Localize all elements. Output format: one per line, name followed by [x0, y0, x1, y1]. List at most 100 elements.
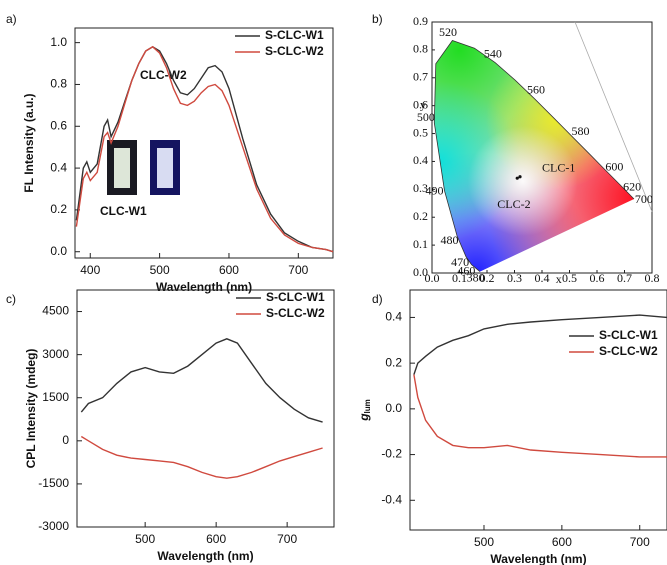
x-tick-label: 500 [135, 532, 155, 546]
panel-label: d) [372, 292, 383, 306]
wavelength-label: 470 [451, 255, 469, 269]
y-tick-label: 0.0 [50, 244, 67, 258]
point [518, 175, 522, 179]
wavelength-label: 490 [426, 183, 444, 197]
wavelength-label: 540 [484, 47, 502, 61]
y-axis-label-sub: lum [363, 399, 372, 413]
y-axis-label: CPL Intensity (mdeg) [24, 349, 38, 469]
y-tick-label: 3000 [42, 347, 69, 361]
y-tick-label: 0.8 [413, 42, 428, 56]
panel-label: a) [6, 12, 17, 26]
y-tick-label: -0.4 [381, 492, 402, 506]
y-tick-label: 0.5 [413, 125, 428, 139]
y-tick-label: 0.8 [50, 77, 67, 91]
x-tick-label: 0.0 [425, 271, 440, 285]
wavelength-label: 500 [417, 110, 435, 124]
y-tick-label: 0 [62, 433, 69, 447]
y-tick-label: -3000 [38, 519, 69, 533]
y-axis-label-main: CPL Intensity (mdeg) [24, 349, 38, 469]
wavelength-label: 480 [440, 233, 458, 247]
y-tick-label: 0.4 [413, 153, 428, 167]
x-tick-label: 600 [206, 532, 226, 546]
x-tick-label: 500 [474, 535, 494, 549]
gamut-color [467, 125, 578, 236]
x-tick-label: 700 [630, 535, 650, 549]
spectral-locus [433, 40, 635, 272]
panel-label: b) [372, 12, 383, 26]
point-label: CLC-2 [497, 197, 530, 211]
wavelength-label: 600 [605, 160, 623, 174]
y-axis-label: y [420, 97, 426, 111]
y-tick-label: 0.6 [413, 97, 428, 111]
y-tick-label: 0.2 [50, 202, 67, 216]
wavelength-label: 580 [571, 124, 589, 138]
y-axis-label: glum [357, 399, 372, 422]
y-tick-label: 0.9 [413, 14, 428, 28]
y-tick-label: 1.0 [50, 35, 67, 49]
y-axis-label: FL Intensity (a.u.) [22, 93, 36, 192]
series-line [413, 374, 667, 458]
x-tick-label: 500 [150, 263, 170, 277]
wavelength-label: 460 [457, 263, 475, 277]
x-tick-label: 600 [219, 263, 239, 277]
legend-label: S-CLC-W1 [265, 28, 324, 42]
x-tick-label: 600 [552, 535, 572, 549]
wavelength-label: 700 [635, 192, 653, 206]
series-line [80, 338, 323, 423]
y-tick-label: 0.1 [413, 237, 428, 251]
photo-sample [157, 148, 173, 188]
guide-line [574, 21, 653, 212]
legend-label: S-CLC-W2 [599, 344, 658, 358]
y-tick-label: 0.0 [413, 265, 428, 279]
y-tick-label: 0.3 [413, 181, 428, 195]
x-tick-label: 0.6 [590, 271, 605, 285]
legend-label: S-CLC-W1 [599, 328, 658, 342]
wavelength-label: 520 [439, 25, 457, 39]
x-axis-label: Wavelength (nm) [156, 280, 252, 294]
x-tick-label: 0.3 [507, 271, 522, 285]
series-line [75, 45, 334, 253]
series-line [80, 435, 323, 479]
y-tick-label: 0.4 [385, 310, 402, 324]
y-tick-label: -0.2 [381, 447, 402, 461]
annotation: CLC-W2 [140, 68, 187, 82]
x-tick-label: 0.2 [480, 271, 495, 285]
plot-frame [74, 27, 334, 259]
y-tick-label: 0.6 [50, 118, 67, 132]
panel-label: c) [6, 292, 16, 306]
x-tick-label: 400 [80, 263, 100, 277]
y-axis-label-main: g [357, 413, 371, 422]
y-axis-label-main: FL Intensity (a.u.) [22, 93, 36, 192]
series-line [413, 314, 667, 375]
y-tick-label: 0.4 [50, 160, 67, 174]
point [515, 176, 519, 180]
legend-label: S-CLC-W2 [266, 306, 325, 320]
x-axis-label: Wavelength (nm) [157, 549, 253, 563]
y-tick-label: 0.0 [385, 401, 402, 415]
x-tick-label: 0.1 [452, 271, 467, 285]
wavelength-label: 560 [527, 83, 545, 97]
x-tick-label: 0.4 [535, 271, 550, 285]
y-tick-label: 1500 [42, 390, 69, 404]
y-tick-label: -1500 [38, 476, 69, 490]
x-tick-label: 0.7 [617, 271, 632, 285]
x-tick-label: 700 [277, 532, 297, 546]
plot-frame [409, 289, 667, 531]
wavelength-label: 620 [623, 179, 641, 193]
y-tick-label: 0.2 [385, 355, 402, 369]
legend-label: S-CLC-W1 [266, 290, 325, 304]
wavelength-label: 380 [467, 271, 485, 285]
x-tick-label: 0.8 [645, 271, 660, 285]
photo-sample [114, 148, 130, 188]
x-tick-label: 0.5 [562, 271, 577, 285]
x-tick-label: 700 [288, 263, 308, 277]
y-tick-label: 0.2 [413, 209, 428, 223]
y-tick-label: 4500 [42, 304, 69, 318]
series-line [75, 45, 334, 253]
legend-label: S-CLC-W2 [265, 44, 324, 58]
x-axis-label: x [556, 272, 562, 286]
plot-frame [76, 289, 335, 528]
annotation: CLC-W1 [100, 204, 147, 218]
point-label: CLC-1 [542, 161, 575, 175]
